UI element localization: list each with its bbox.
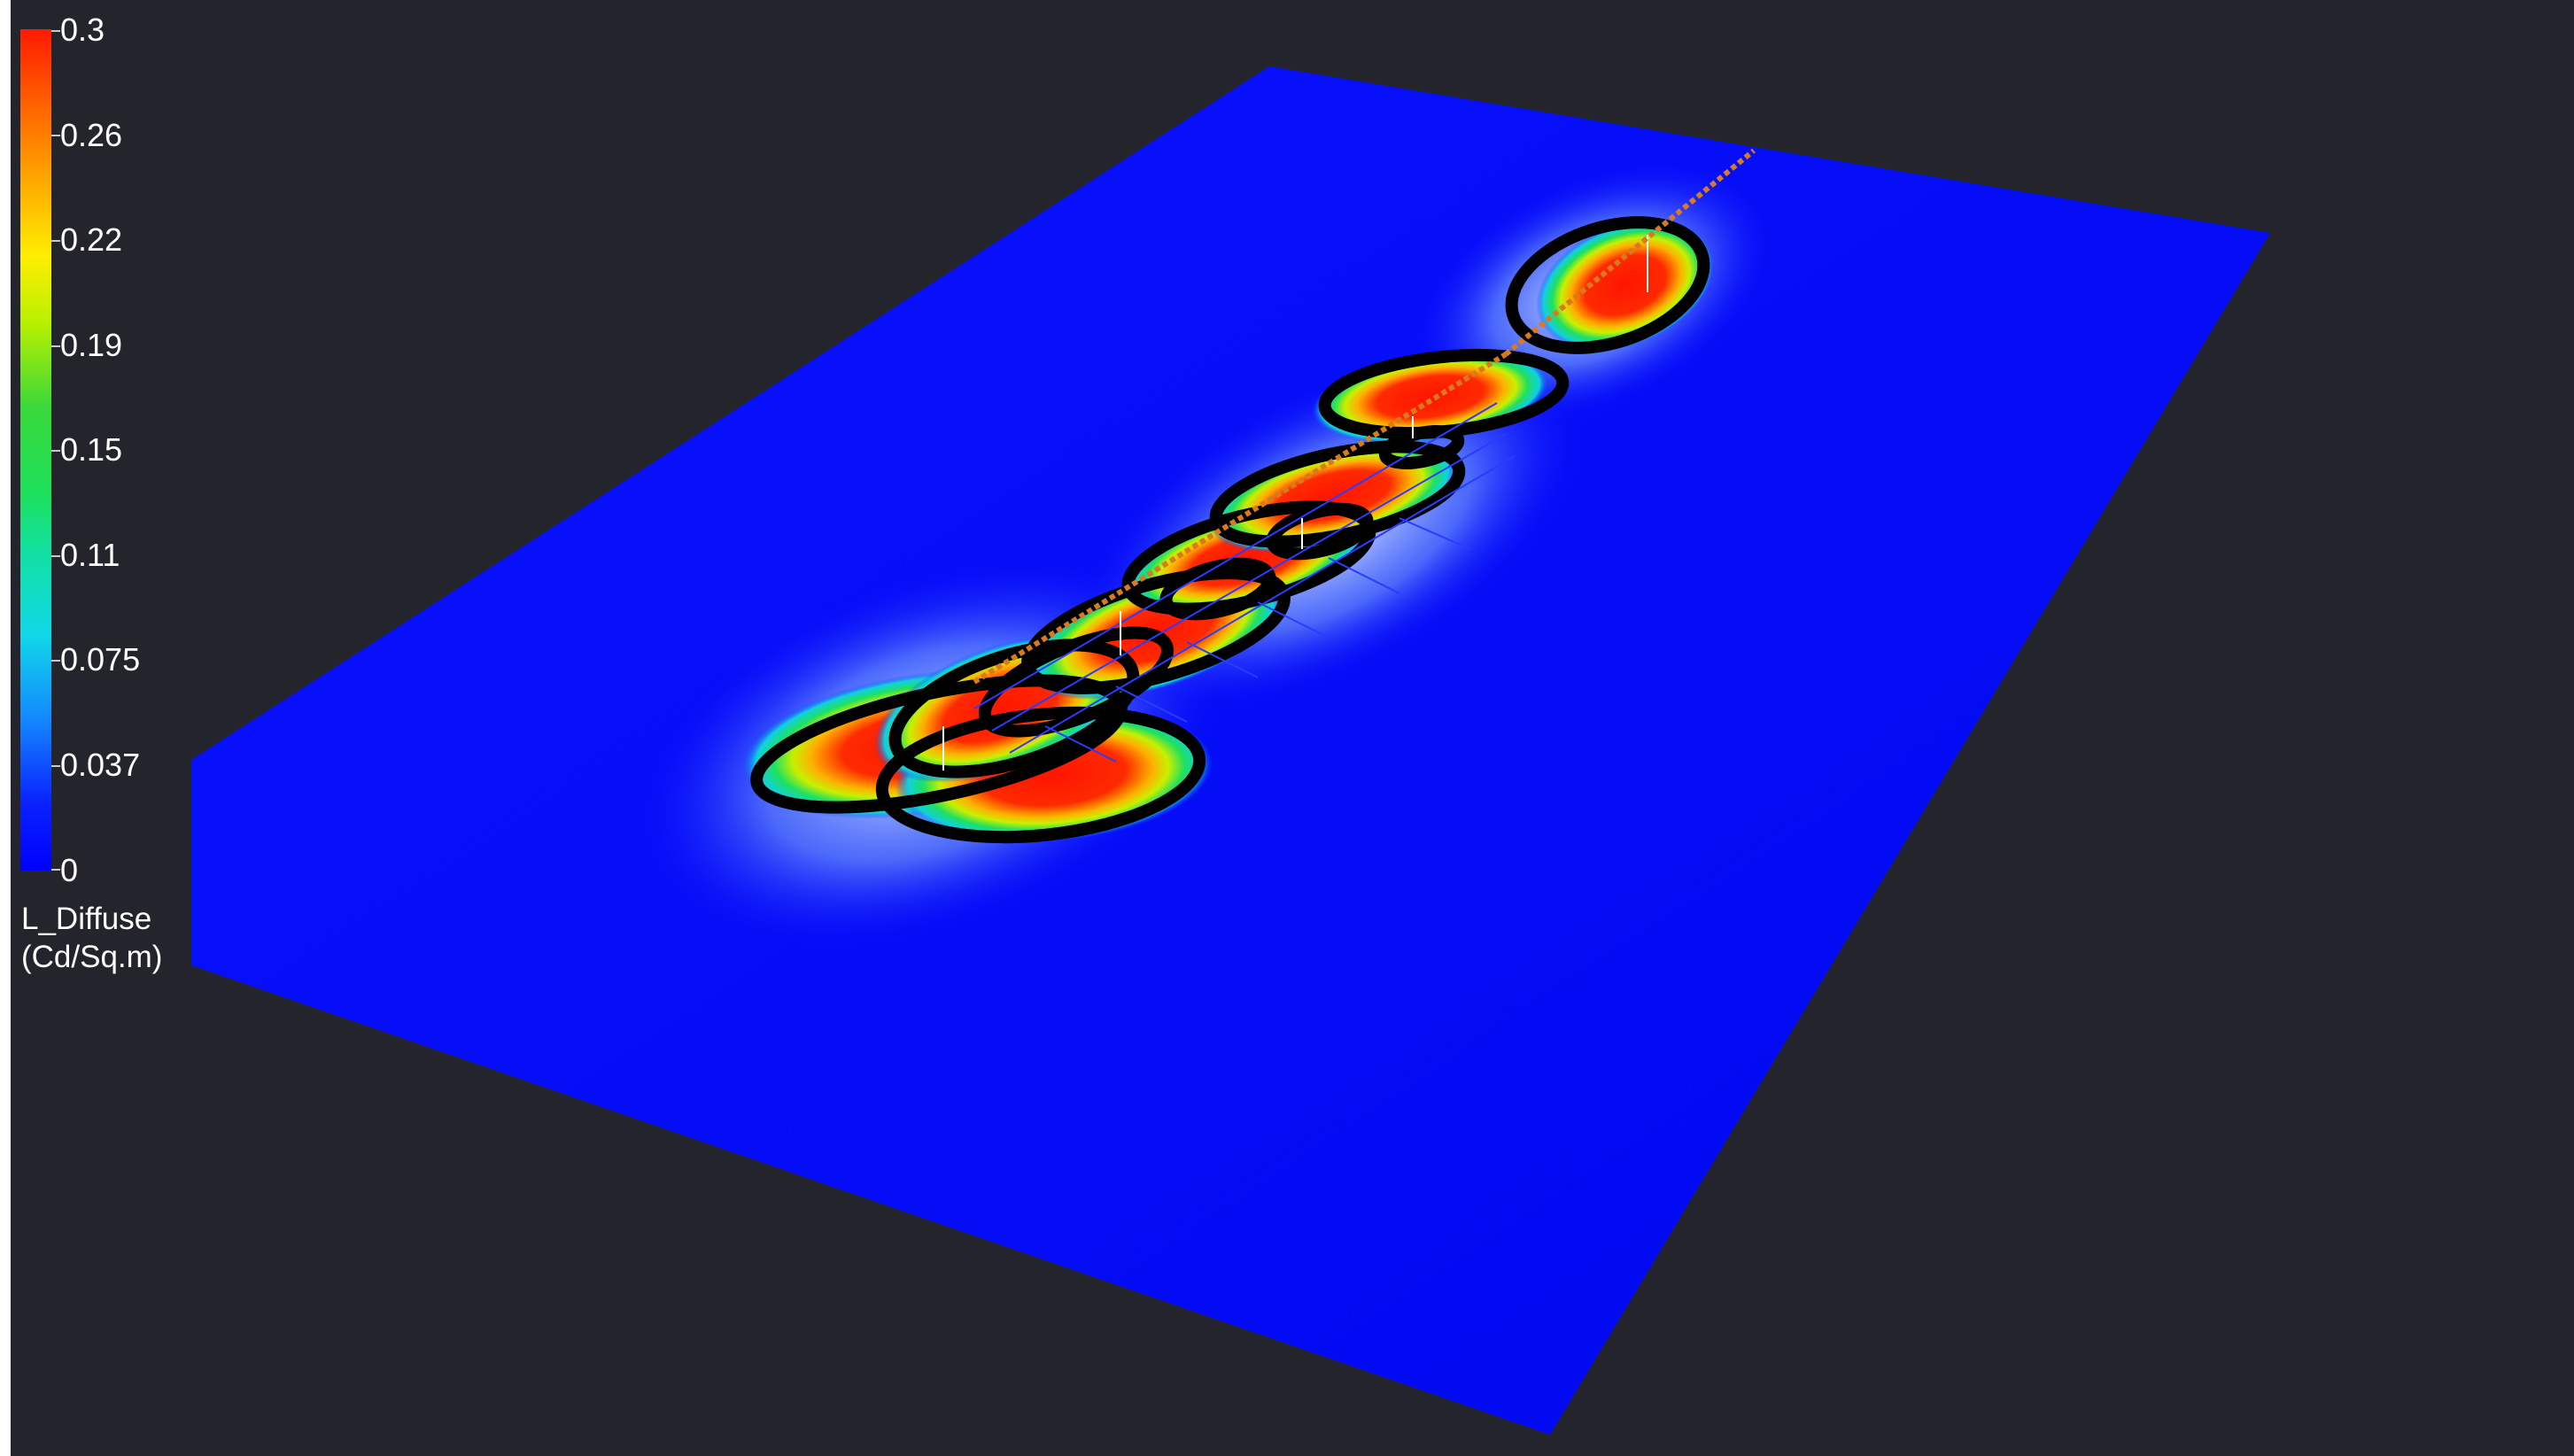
luminaire-labels <box>973 148 1756 685</box>
legend-tick-label: 0.037 <box>60 747 141 783</box>
legend-tick <box>51 135 60 136</box>
contour-ring <box>1209 440 1466 548</box>
legend-tick <box>51 660 60 662</box>
legend-tick-label: 0.11 <box>60 537 120 573</box>
calculation-plane[interactable] <box>191 66 2270 1435</box>
legend-tick <box>51 240 60 242</box>
legend-title: L_Diffuse <box>21 902 152 936</box>
color-scale-bar <box>20 29 51 871</box>
luminaire-grid <box>973 402 1516 763</box>
contour-ring <box>1505 216 1710 354</box>
legend-tick-label: 0.3 <box>60 12 105 48</box>
legend-unit: (Cd/Sq.m) <box>21 940 163 974</box>
contour-ring <box>875 706 1206 844</box>
luminaire-markers <box>942 235 1648 771</box>
legend-tick <box>51 30 60 32</box>
legend-tick-label: 0.15 <box>60 431 123 468</box>
legend-tick <box>51 555 60 557</box>
legend-tick-label: 0 <box>60 852 79 888</box>
iso-contours <box>750 216 1710 844</box>
legend-tick <box>51 869 60 871</box>
legend-tick <box>51 450 60 452</box>
legend-tick <box>51 765 60 767</box>
legend-tick-label: 0.19 <box>60 327 123 363</box>
contour-ring <box>978 626 1175 738</box>
viewport-edge <box>0 0 11 1456</box>
legend-tick-label: 0.22 <box>60 221 123 258</box>
contour-ring <box>888 639 1140 778</box>
legend-tick <box>51 345 60 347</box>
legend-tick-label: 0.075 <box>60 641 141 678</box>
legend-tick-label: 0.26 <box>60 117 123 153</box>
